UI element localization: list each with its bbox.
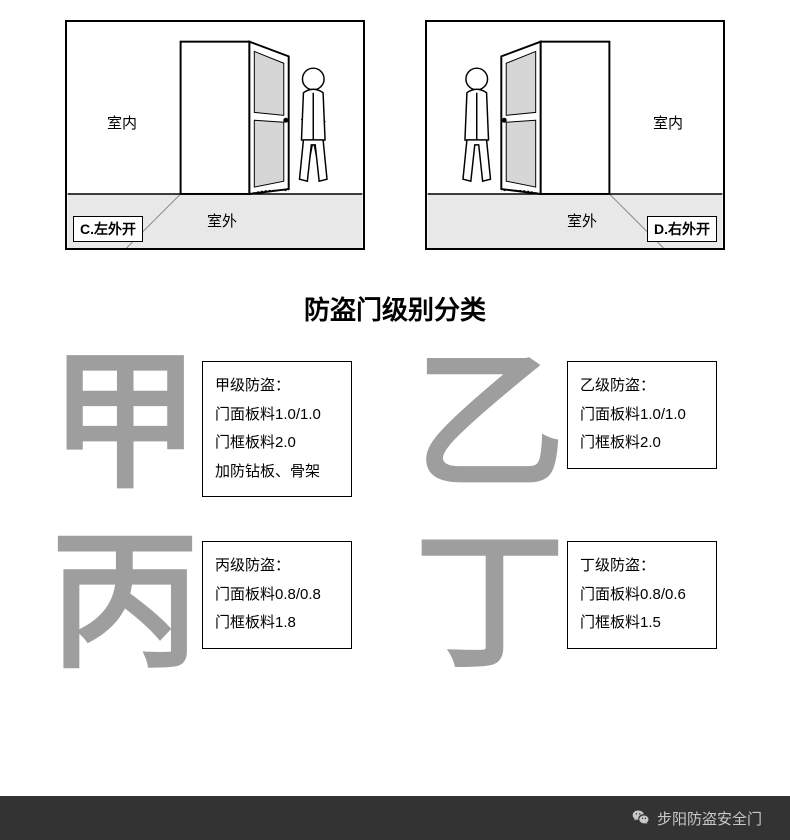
label-outside-left: 室外	[207, 210, 237, 231]
label-inside-left: 室内	[107, 112, 137, 133]
grade-line: 门框板料2.0	[215, 429, 339, 458]
grade-ding: 丁 丁级防盗： 门面板料0.8/0.6 门框板料1.5	[415, 537, 750, 677]
door-panel-right-out: 室内 室外 D.右外开	[425, 20, 725, 250]
grade-line: 门框板料2.0	[580, 429, 704, 458]
grade-glyph-ding: 丁	[415, 527, 557, 677]
grade-grid: 甲 甲级防盗： 门面板料1.0/1.0 门框板料2.0 加防钻板、骨架 乙 乙级…	[0, 357, 790, 677]
grade-title: 乙级防盗：	[580, 372, 704, 401]
grade-glyph-bing: 丙	[50, 527, 192, 677]
label-inside-right: 室内	[653, 112, 683, 133]
door-illustration-row: 室内 室外 C.左外开 室内 室外 D.右外开	[0, 0, 790, 260]
grade-box-yi: 乙级防盗： 门面板料1.0/1.0 门框板料2.0	[567, 361, 717, 469]
grade-title: 丙级防盗：	[215, 552, 339, 581]
wechat-icon	[631, 808, 651, 828]
grade-title: 丁级防盗：	[580, 552, 704, 581]
grade-bing: 丙 丙级防盗： 门面板料0.8/0.8 门框板料1.8	[50, 537, 385, 677]
grade-glyph-yi: 乙	[415, 347, 557, 497]
grade-box-ding: 丁级防盗： 门面板料0.8/0.6 门框板料1.5	[567, 541, 717, 649]
grade-line: 门面板料0.8/0.6	[580, 581, 704, 610]
label-outside-right: 室外	[567, 210, 597, 231]
grade-box-bing: 丙级防盗： 门面板料0.8/0.8 门框板料1.8	[202, 541, 352, 649]
caption-right-out: D.右外开	[647, 216, 717, 242]
grade-glyph-jia: 甲	[50, 347, 192, 497]
grade-jia: 甲 甲级防盗： 门面板料1.0/1.0 门框板料2.0 加防钻板、骨架	[50, 357, 385, 497]
grade-title: 甲级防盗：	[215, 372, 339, 401]
grade-line: 门面板料0.8/0.8	[215, 581, 339, 610]
grade-line: 门面板料1.0/1.0	[215, 401, 339, 430]
footer-text: 步阳防盗安全门	[657, 808, 762, 829]
grade-line: 门框板料1.8	[215, 609, 339, 638]
grade-line: 门面板料1.0/1.0	[580, 401, 704, 430]
section-title: 防盗门级别分类	[0, 290, 790, 327]
grade-line: 加防钻板、骨架	[215, 458, 339, 487]
caption-left-out: C.左外开	[73, 216, 143, 242]
footer-bar: 步阳防盗安全门	[0, 796, 790, 840]
grade-line: 门框板料1.5	[580, 609, 704, 638]
grade-yi: 乙 乙级防盗： 门面板料1.0/1.0 门框板料2.0	[415, 357, 750, 497]
door-panel-left-out: 室内 室外 C.左外开	[65, 20, 365, 250]
grade-box-jia: 甲级防盗： 门面板料1.0/1.0 门框板料2.0 加防钻板、骨架	[202, 361, 352, 497]
